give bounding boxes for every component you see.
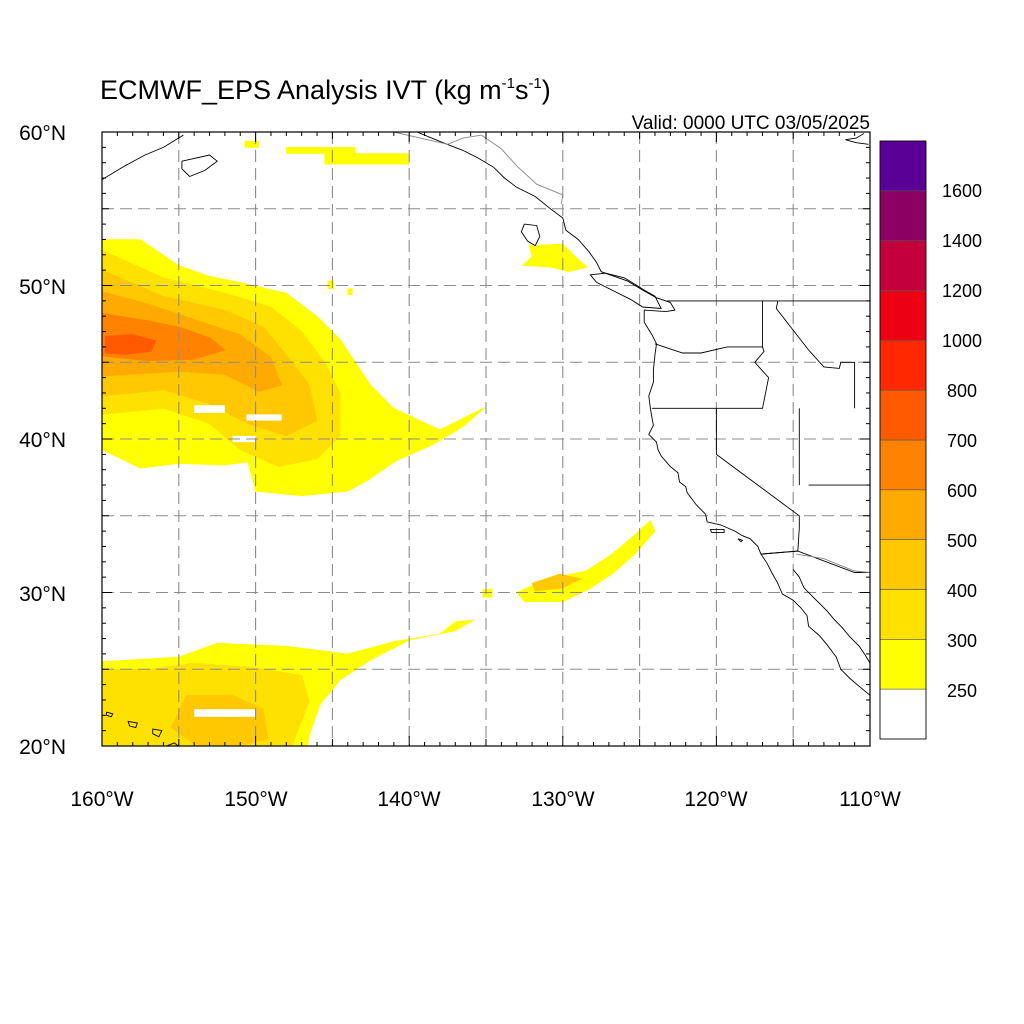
- ivt-area-northern-streaks-2: [324, 153, 410, 165]
- ivt-area-northern-streaks-5: [482, 589, 493, 598]
- colorbar-label-400: 400: [947, 581, 977, 601]
- ivt-area-northern-streaks-4: [347, 288, 353, 296]
- island-1: [152, 728, 163, 738]
- colorbar-box-8: [879, 290, 927, 341]
- state-border-2: [654, 343, 763, 354]
- country-border-1: [796, 553, 870, 573]
- figure-title: ECMWF_EPS Analysis IVT (kg m-1s-1): [100, 75, 551, 105]
- coastline-2: [792, 569, 870, 664]
- title-main: ECMWF_EPS Analysis IVT (kg m: [100, 75, 502, 105]
- state-border-7: [760, 550, 870, 573]
- coastline-7: [845, 133, 869, 145]
- latitude-labels: 60°N 50°N 40°N 30°N 20°N: [19, 122, 66, 759]
- map-panel: [101, 131, 871, 747]
- lon-tick-label-160w: 160°W: [70, 788, 133, 811]
- ivt-area-northern-streaks-3: [327, 280, 335, 289]
- colorbar-box-3: [879, 539, 927, 590]
- axis-ticks-layer: [101, 131, 871, 747]
- colorbar-label-250: 250: [947, 681, 977, 701]
- ivt-gap-2: [194, 405, 225, 413]
- state-border-5: [775, 300, 856, 409]
- coastline-6: [520, 223, 541, 247]
- island-4: [709, 529, 725, 534]
- ivt-gap-0: [246, 414, 282, 421]
- title-mid: s: [515, 75, 529, 105]
- lat-tick-label-20n: 20°N: [19, 736, 66, 759]
- ivt-area-northern-streaks-0: [244, 140, 260, 148]
- colorbar-label-1600: 1600: [942, 181, 982, 201]
- coastline-4: [181, 154, 218, 178]
- colorbar-box-7: [879, 339, 927, 391]
- colorbar: 250 300 400 500 600 700 800 1000 1200 14…: [879, 140, 982, 740]
- colorbar-label-700: 700: [947, 431, 977, 451]
- island-2: [127, 720, 138, 729]
- ivt-gap-3: [194, 709, 256, 717]
- colorbar-box-4: [879, 489, 927, 540]
- lon-tick-label-130w: 130°W: [531, 788, 594, 811]
- lat-tick-label-40n: 40°N: [19, 429, 66, 452]
- colorbar-label-300: 300: [947, 631, 977, 651]
- coastline-layer: [102, 132, 870, 746]
- coastline-3: [102, 134, 184, 180]
- colorbar-label-600: 600: [947, 481, 977, 501]
- ivt-area-northern-streaks-1: [285, 147, 356, 154]
- colorbar-box-11: [879, 140, 927, 192]
- valid-time-label: Valid: 0000 UTC 03/05/2025: [632, 113, 870, 134]
- lat-tick-label-30n: 30°N: [19, 583, 66, 606]
- colorbar-label-1400: 1400: [942, 231, 982, 251]
- ivt-area-washington-coast-blob-0: [522, 243, 589, 273]
- lon-tick-label-110w: 110°W: [839, 788, 901, 811]
- lat-tick-label-50n: 50°N: [19, 276, 66, 299]
- country-border-2: [393, 132, 564, 205]
- colorbar-box-2: [879, 589, 927, 640]
- ivt-area-subtropical-band-2: [170, 694, 269, 746]
- political-border-layer: [393, 132, 870, 573]
- colorbar-boxes: [879, 140, 927, 740]
- colorbar-label-500: 500: [947, 531, 977, 551]
- lat-tick-label-60n: 60°N: [19, 122, 66, 145]
- colorbar-box-6: [879, 389, 927, 441]
- colorbar-label-800: 800: [947, 381, 977, 401]
- island-0: [165, 742, 180, 746]
- ivt-shading-layer: [102, 140, 656, 746]
- colorbar-box-1: [879, 638, 927, 690]
- graticule-layer: [102, 132, 870, 746]
- title-close: ): [542, 75, 551, 105]
- colorbar-label-1000: 1000: [942, 331, 982, 351]
- coastline-5: [589, 272, 662, 310]
- island-3: [106, 711, 114, 718]
- lon-tick-label-150w: 150°W: [224, 788, 287, 811]
- colorbar-labels: 250 300 400 500 600 700 800 1000 1200 14…: [942, 181, 982, 701]
- colorbar-box-10: [879, 190, 927, 241]
- colorbar-box-0: [879, 688, 927, 740]
- title-sup2: -1: [528, 75, 541, 92]
- coastline-1: [416, 132, 870, 696]
- lon-tick-label-140w: 140°W: [377, 788, 440, 811]
- ivt-area-offshore-california-band-1: [531, 573, 583, 592]
- island-5: [737, 538, 744, 543]
- ivt-area-gulf-of-alaska-river-5: [104, 334, 157, 355]
- colorbar-label-1200: 1200: [942, 281, 982, 301]
- title-sup1: -1: [502, 75, 515, 92]
- ivt-gap-1: [232, 435, 256, 443]
- longitude-labels: 160°W 150°W 140°W 130°W 120°W 110°W: [70, 788, 901, 811]
- colorbar-box-5: [879, 439, 927, 491]
- lon-tick-label-120w: 120°W: [684, 788, 747, 811]
- colorbar-frame: [879, 140, 927, 740]
- colorbar-box-9: [879, 240, 927, 291]
